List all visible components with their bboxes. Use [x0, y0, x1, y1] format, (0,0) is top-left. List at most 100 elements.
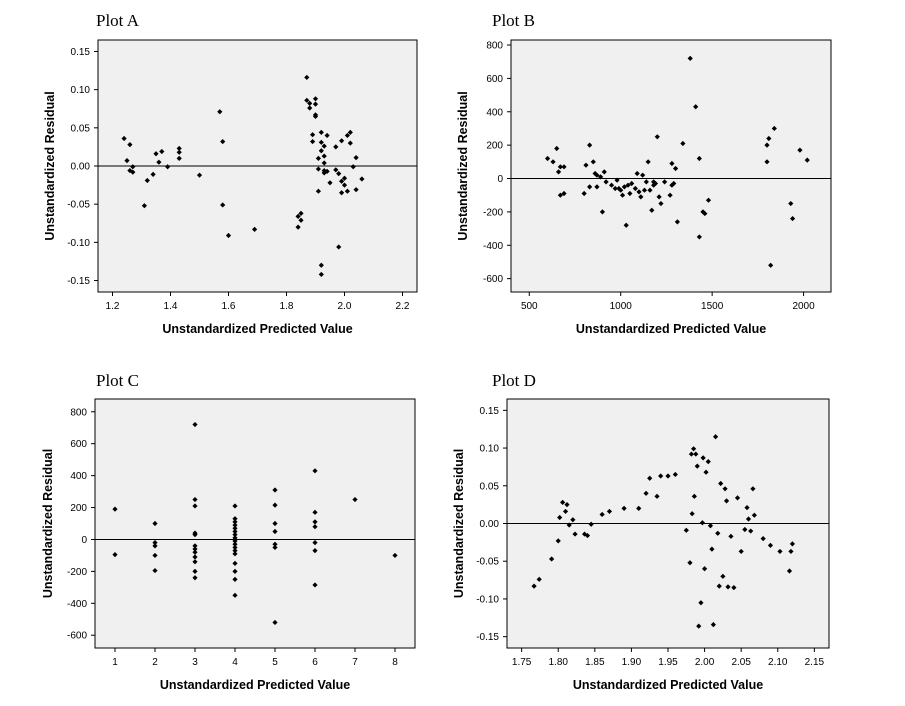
plot-d-x-tick-label: 1.95 — [658, 657, 678, 668]
plot-c-y-tick-label: 200 — [70, 503, 87, 514]
plot-c-data-point — [272, 541, 278, 547]
plot-d-data-point — [751, 512, 757, 518]
plot-a-y-tick-label: 0.10 — [71, 85, 91, 96]
plot-b-data-point — [554, 145, 560, 152]
plot-c-data-point — [152, 520, 158, 527]
plot-d-title: Plot D — [492, 371, 536, 390]
plot-b-data-point — [618, 187, 624, 193]
plot-c-data-point — [232, 516, 238, 522]
plot-a-data-point — [124, 158, 130, 164]
plot-a-data-point — [321, 160, 327, 166]
plot-b-data-point — [766, 135, 772, 142]
plot-a-x-axis-title: Unstandardized Predicted Value — [162, 322, 352, 336]
plot-b-data-point — [764, 142, 770, 148]
plot-c-x-tick-label: 6 — [312, 657, 318, 668]
plot-a-x-tick-label: 1.8 — [280, 301, 294, 312]
plot-d-x-tick-label: 2.05 — [731, 657, 751, 668]
plot-c-title: Plot C — [96, 371, 139, 390]
plot-c-data-point — [232, 538, 238, 544]
plot-d-data-point — [694, 463, 700, 469]
plot-b-data-point — [790, 215, 796, 222]
plot-b-data-point — [764, 159, 770, 165]
plot-d-data-point — [705, 459, 711, 465]
plot-b-data-point — [654, 134, 660, 140]
plot-d-data-point — [557, 514, 563, 521]
plot-b-title: Plot B — [492, 11, 535, 30]
plot-b-data-point — [693, 104, 699, 110]
plot-a-x-tick-label: 2.2 — [396, 301, 410, 312]
plot-a-data-point — [315, 166, 321, 172]
plot-c-data-point — [232, 503, 238, 509]
plot-c-data-point — [192, 546, 198, 552]
plot-c-y-tick-label: 400 — [70, 471, 87, 482]
plot-d-data-point — [691, 493, 697, 499]
plot-a-data-point — [298, 217, 304, 223]
plot-d-y-tick-label: 0.00 — [480, 519, 500, 530]
plot-b-y-tick-label: -200 — [483, 207, 503, 218]
plot-d-data-point — [744, 505, 750, 511]
plot-a-data-point — [130, 169, 136, 175]
plot-a-data-point — [150, 171, 156, 177]
plot-b-data-point — [647, 187, 653, 193]
plot-d-data-point — [725, 584, 731, 590]
plot-a-data-point — [307, 105, 313, 111]
plot-a-x-tick-label: 2.0 — [338, 301, 352, 312]
plot-b-panel: Plot B 800 600 400 200 0 -200 -400 -600 500 1000 1… — [452, 0, 905, 353]
plot-c-x-tick-label: 7 — [352, 657, 358, 668]
plot-d-data-point — [712, 434, 719, 440]
plot-c-data-point — [272, 502, 278, 508]
plot-d-x-tick-label: 2.15 — [805, 657, 825, 668]
plot-a-data-point — [304, 97, 310, 103]
plot-d-x-tick-label: 1.90 — [622, 657, 642, 668]
plot-c-x-tick-label: 2 — [152, 657, 158, 668]
plot-c-y-tick-label: 600 — [70, 439, 87, 450]
plot-d-data-point — [707, 523, 714, 529]
plot-c-data-point — [112, 506, 118, 512]
plot-d-data-point — [734, 495, 741, 501]
plot-a-y-tick-label: -0.05 — [67, 200, 90, 211]
plot-a-data-point — [315, 188, 321, 194]
plot-a-data-point — [339, 190, 345, 196]
plot-a-data-point — [176, 155, 182, 161]
plot-c-data-point — [192, 554, 198, 560]
plot-d-data-point — [710, 622, 716, 628]
plot-a-data-point — [159, 148, 165, 155]
plot-d-data-point — [777, 548, 783, 555]
plot-a-data-point — [307, 100, 313, 106]
plot-c-y-tick-label: 800 — [70, 407, 87, 418]
plot-a-data-point — [121, 135, 127, 142]
plot-d-y-tick-label: 0.15 — [480, 406, 500, 417]
plot-a-data-point — [312, 96, 319, 102]
plot-a-data-point — [344, 188, 350, 194]
plot-d-data-point — [723, 498, 730, 504]
plot-b-y-tick-label: 200 — [486, 141, 503, 152]
plot-b-x-tick-label: 500 — [521, 301, 538, 312]
plot-c-data-point — [192, 549, 198, 555]
plot-d-data-point — [564, 502, 570, 508]
plot-b-data-point — [594, 184, 600, 190]
plot-c-data-point — [232, 544, 238, 551]
plot-c-x-tick-label: 8 — [392, 657, 398, 668]
plot-c-data-point — [192, 559, 198, 565]
plot-d-data-point — [688, 451, 695, 457]
plot-d-data-point — [786, 568, 793, 574]
plot-a-data-point — [324, 132, 330, 139]
plot-b-data-point — [614, 177, 620, 183]
plot-d-y-tick-label: 0.10 — [480, 444, 500, 455]
plot-a-data-point — [176, 149, 182, 155]
plot-a-panel: Plot A 0.15 0.10 0.05 0.00 -0.05 -0.10 -0.15 1.… — [0, 0, 452, 353]
plot-a-data-point — [130, 164, 136, 170]
plot-d-chart: 0.15 0.10 0.05 0.00 -0.05 -0.10 -0.15 1.75 1.80 1… — [452, 398, 830, 692]
plot-a-data-point — [176, 145, 182, 152]
plot-a-data-point — [144, 177, 150, 184]
plot-a-chart: 0.15 0.10 0.05 0.00 -0.05 -0.10 -0.15 1.2 1.4 1.6… — [43, 39, 418, 336]
plot-a-x-tick-label: 1.4 — [164, 301, 178, 312]
plot-b-data-point — [641, 187, 648, 193]
plot-b-data-point — [671, 180, 677, 187]
plot-a-data-point — [225, 232, 232, 239]
plot-c-x-tick-label: 5 — [272, 657, 278, 668]
plot-b-x-tick-label: 1000 — [610, 301, 633, 312]
plot-a-data-point — [347, 129, 353, 135]
plot-d-x-tick-label: 1.75 — [512, 657, 532, 668]
plot-a-y-tick-label: 0.00 — [71, 162, 91, 173]
